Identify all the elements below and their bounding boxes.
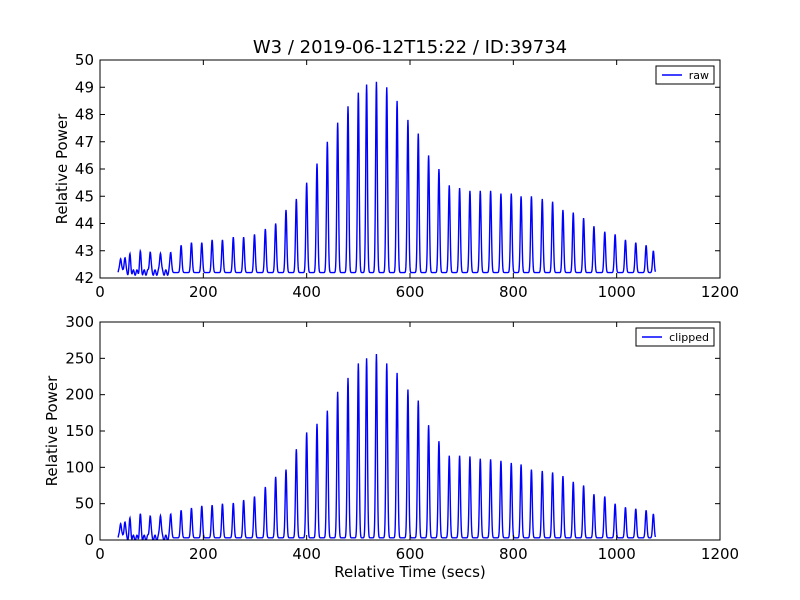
y-tick-label: 100 bbox=[65, 458, 94, 476]
y-tick-label: 49 bbox=[75, 78, 94, 96]
x-tick-label: 400 bbox=[292, 283, 321, 301]
y-tick-label: 150 bbox=[65, 422, 94, 440]
x-tick-label: 800 bbox=[499, 283, 528, 301]
x-axis-label: Relative Time (secs) bbox=[334, 563, 486, 581]
x-tick-label: 0 bbox=[95, 545, 105, 563]
x-tick-label: 1200 bbox=[701, 283, 739, 301]
y-tick-label: 47 bbox=[75, 133, 94, 151]
y-tick-label: 0 bbox=[84, 531, 94, 549]
y-axis-label: Relative Power bbox=[43, 375, 61, 486]
legend: raw bbox=[655, 65, 715, 85]
x-tick-label: 200 bbox=[189, 283, 218, 301]
x-tick-label: 600 bbox=[396, 545, 425, 563]
y-tick-label: 200 bbox=[65, 386, 94, 404]
x-tick-label: 800 bbox=[499, 545, 528, 563]
x-tick-label: 1000 bbox=[598, 545, 636, 563]
y-tick-label: 48 bbox=[75, 106, 94, 124]
y-tick-label: 42 bbox=[75, 269, 94, 287]
y-tick-label: 45 bbox=[75, 187, 94, 205]
y-tick-label: 50 bbox=[75, 51, 94, 69]
y-tick-label: 300 bbox=[65, 313, 94, 331]
x-tick-label: 200 bbox=[189, 545, 218, 563]
x-tick-label: 400 bbox=[292, 545, 321, 563]
legend-box bbox=[655, 65, 715, 85]
x-tick-label: 0 bbox=[95, 283, 105, 301]
legend-label: raw bbox=[689, 69, 709, 82]
y-tick-label: 46 bbox=[75, 160, 94, 178]
top-panel: 0 200 400 600 800 1000 1200 42 43 44 45 46 47 48 49 50 R… bbox=[53, 51, 739, 301]
x-tick-label: 1200 bbox=[701, 545, 739, 563]
x-tick-label: 600 bbox=[396, 283, 425, 301]
x-tick-label: 1000 bbox=[598, 283, 636, 301]
series-line-raw bbox=[117, 81, 657, 277]
legend: clipped bbox=[635, 327, 715, 347]
y-tick-label: 50 bbox=[75, 495, 94, 513]
series-line-clipped bbox=[117, 353, 657, 540]
y-tick-label: 44 bbox=[75, 215, 94, 233]
legend-label: clipped bbox=[669, 331, 709, 344]
legend-box bbox=[635, 327, 715, 347]
figure-title: W3 / 2019-06-12T15:22 / ID:39734 bbox=[253, 37, 567, 58]
y-tick-label: 43 bbox=[75, 242, 94, 260]
y-tick-label: 250 bbox=[65, 349, 94, 367]
bottom-panel: 0 200 400 600 800 1000 1200 0 50 100 150 200 250 300 R… bbox=[43, 313, 739, 581]
y-axis-label: Relative Power bbox=[53, 113, 71, 224]
